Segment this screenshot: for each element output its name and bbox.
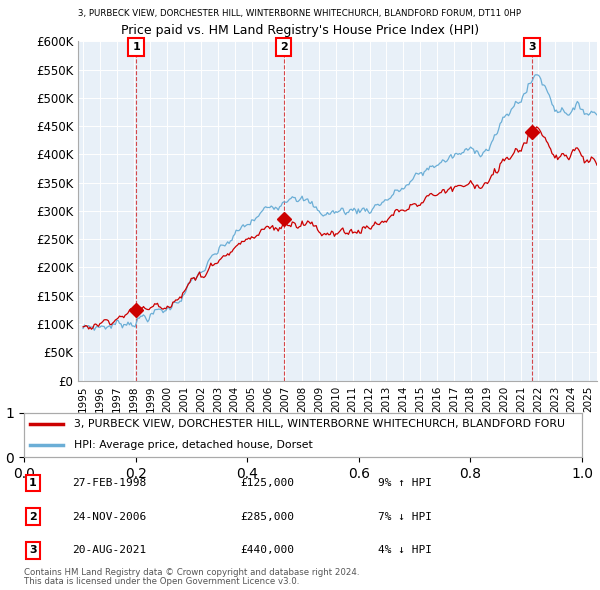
Text: 3: 3 xyxy=(29,545,37,555)
Text: 1: 1 xyxy=(29,478,37,488)
Text: 3, PURBECK VIEW, DORCHESTER HILL, WINTERBORNE WHITECHURCH, BLANDFORD FORU: 3, PURBECK VIEW, DORCHESTER HILL, WINTER… xyxy=(74,419,565,429)
Text: £285,000: £285,000 xyxy=(240,512,294,522)
Text: 1: 1 xyxy=(132,42,140,52)
Text: 9% ↑ HPI: 9% ↑ HPI xyxy=(378,478,432,488)
Text: 2: 2 xyxy=(29,512,37,522)
Text: 3, PURBECK VIEW, DORCHESTER HILL, WINTERBORNE WHITECHURCH, BLANDFORD FORUM, DT11: 3, PURBECK VIEW, DORCHESTER HILL, WINTER… xyxy=(79,9,521,18)
Text: Price paid vs. HM Land Registry's House Price Index (HPI): Price paid vs. HM Land Registry's House … xyxy=(121,24,479,37)
Text: £125,000: £125,000 xyxy=(240,478,294,488)
Text: HPI: Average price, detached house, Dorset: HPI: Average price, detached house, Dors… xyxy=(74,440,313,450)
Text: 24-NOV-2006: 24-NOV-2006 xyxy=(72,512,146,522)
Text: 4% ↓ HPI: 4% ↓ HPI xyxy=(378,545,432,555)
Text: £440,000: £440,000 xyxy=(240,545,294,555)
Text: Contains HM Land Registry data © Crown copyright and database right 2024.: Contains HM Land Registry data © Crown c… xyxy=(24,568,359,577)
Text: 2: 2 xyxy=(280,42,287,52)
Text: 27-FEB-1998: 27-FEB-1998 xyxy=(72,478,146,488)
Text: 20-AUG-2021: 20-AUG-2021 xyxy=(72,545,146,555)
Text: 3: 3 xyxy=(528,42,536,52)
Text: 7% ↓ HPI: 7% ↓ HPI xyxy=(378,512,432,522)
Text: This data is licensed under the Open Government Licence v3.0.: This data is licensed under the Open Gov… xyxy=(24,578,299,586)
